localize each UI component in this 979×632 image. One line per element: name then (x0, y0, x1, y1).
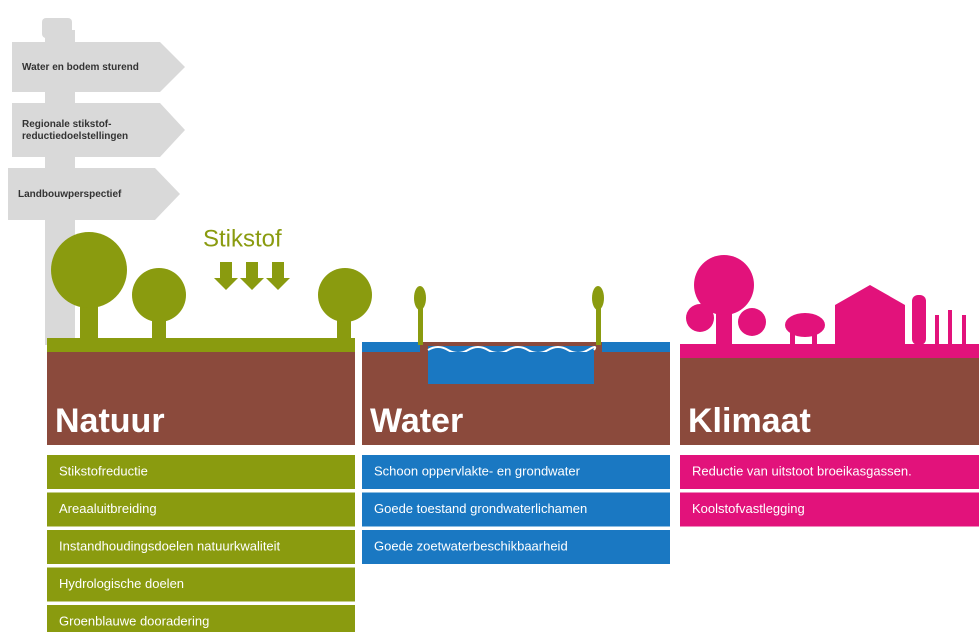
goal-label: Instandhoudingsdoelen natuurkwaliteit (59, 538, 281, 553)
goal-box (47, 455, 355, 489)
goal-box (47, 567, 355, 602)
column-title: Water (370, 402, 463, 440)
goal-box (47, 530, 355, 564)
pond (428, 352, 594, 384)
sign-label: Landbouwperspectief (18, 189, 122, 200)
sign-label: Regionale stikstof-reductiedoelstellinge… (22, 119, 128, 142)
stikstof-label: Stikstof (203, 225, 282, 252)
goal-box (680, 455, 979, 489)
goal-box (47, 605, 355, 632)
column-title: Natuur (55, 402, 165, 440)
goal-box (362, 492, 670, 527)
goal-label: Goede toestand grondwaterlichamen (374, 501, 587, 516)
goal-label: Hydrologische doelen (59, 576, 184, 591)
column-title: Klimaat (688, 402, 811, 440)
klimaat-scenery (680, 255, 979, 358)
goal-label: Groenblauwe dooradering (59, 613, 209, 628)
goal-label: Goede zoetwaterbeschikbaarheid (374, 538, 568, 553)
goal-box (680, 492, 979, 527)
goal-label: Reductie van uitstoot broeikasgassen. (692, 463, 912, 478)
goal-label: Schoon oppervlakte- en grondwater (374, 463, 581, 478)
sign-label: Water en bodem sturend (22, 62, 139, 73)
goal-box (362, 455, 670, 489)
goal-label: Stikstofreductie (59, 463, 148, 478)
goal-box (47, 492, 355, 527)
goal-box (362, 530, 670, 564)
goal-label: Koolstofvastlegging (692, 501, 805, 516)
goal-label: Areaaluitbreiding (59, 501, 157, 516)
natuur-scenery (47, 232, 372, 352)
